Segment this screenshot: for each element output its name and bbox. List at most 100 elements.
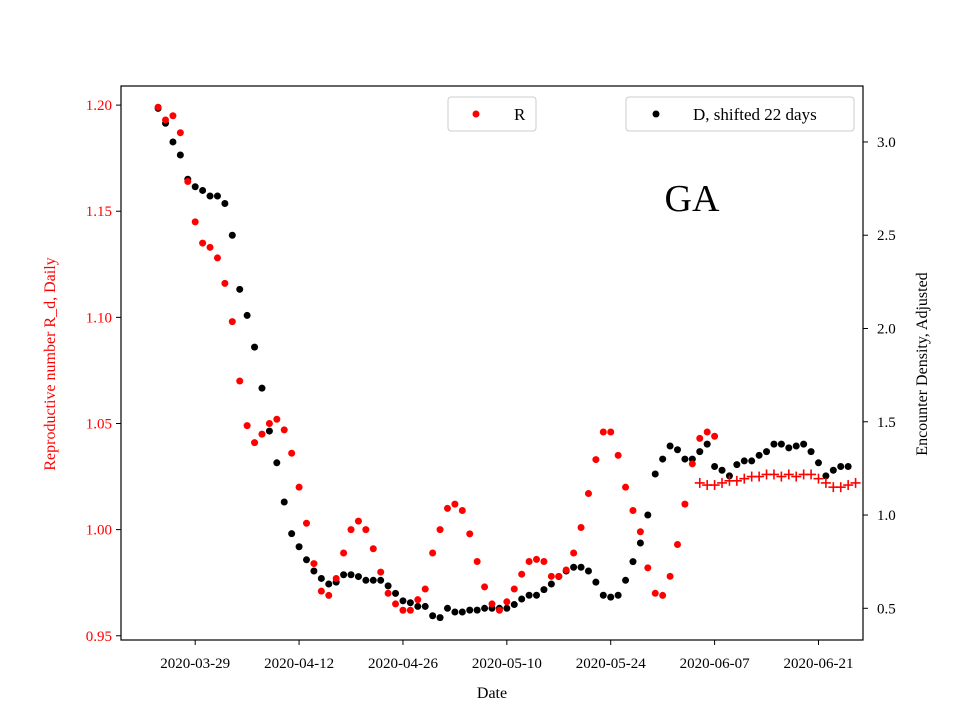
right-tick-label: 0.5 — [877, 601, 896, 617]
r-point — [332, 574, 340, 582]
d-point — [577, 563, 585, 571]
r-projected-point — [754, 471, 765, 482]
d-point — [458, 608, 466, 616]
d-point — [651, 470, 659, 478]
left-tick-label: 0.95 — [86, 629, 112, 645]
r-point — [347, 526, 355, 534]
d-point — [481, 604, 489, 612]
r-point — [251, 439, 259, 447]
d-point — [369, 576, 377, 584]
d-point — [740, 457, 748, 465]
d-point — [711, 463, 719, 471]
d-point — [273, 459, 281, 467]
d-point — [518, 595, 526, 603]
d-point — [607, 593, 615, 601]
r-point — [199, 239, 207, 247]
r-point — [303, 519, 310, 527]
d-point — [748, 457, 756, 465]
d-point — [584, 567, 592, 575]
d-point — [176, 151, 184, 159]
d-point — [325, 580, 333, 588]
d-point — [844, 463, 852, 471]
d-point — [362, 576, 370, 584]
x-tick-label: 2020-03-29 — [160, 656, 230, 672]
x-axis: 2020-03-29 2020-04-12 2020-04-26 2020-05-10… — [160, 640, 853, 672]
r-point — [688, 460, 696, 468]
r-point — [599, 428, 607, 436]
d-point — [288, 530, 296, 538]
d-point — [206, 192, 214, 200]
r-point — [622, 483, 630, 491]
r-point — [696, 434, 704, 442]
r-point — [354, 517, 362, 525]
r-point — [399, 606, 407, 614]
r-projected-point — [717, 477, 728, 488]
d-point — [414, 602, 422, 610]
r-point — [481, 583, 489, 591]
d-point — [421, 602, 429, 610]
r-projected-point — [739, 473, 750, 484]
d-point — [592, 578, 600, 586]
legend-r-label: R — [514, 105, 526, 124]
d-point — [755, 451, 763, 459]
r-projected-point — [694, 477, 705, 488]
right-tick-label: 2.5 — [877, 228, 896, 244]
d-point — [814, 459, 822, 467]
d-point — [703, 440, 711, 448]
r-point — [273, 415, 281, 423]
d-point — [443, 604, 451, 612]
r-point — [236, 377, 244, 385]
d-point — [674, 446, 681, 454]
r-point — [154, 103, 162, 111]
r-point — [362, 526, 370, 534]
r-point — [629, 507, 637, 515]
d-point — [792, 442, 800, 450]
d-point — [243, 311, 251, 319]
d-point — [829, 466, 837, 474]
r-point — [228, 318, 236, 326]
d-point — [228, 231, 236, 239]
r-projected-point — [768, 469, 779, 480]
r-point — [184, 178, 192, 186]
r-point — [681, 500, 689, 508]
legend-d: D, shifted 22 days — [625, 96, 855, 132]
d-point — [303, 556, 310, 564]
r-point — [644, 564, 652, 572]
r-point — [280, 426, 288, 434]
d-point — [533, 591, 541, 599]
right-tick-label: 1.5 — [877, 415, 896, 431]
d-point — [258, 384, 266, 392]
r-point — [607, 428, 615, 436]
r-point — [429, 549, 437, 557]
r-point — [651, 589, 659, 597]
r-point — [510, 585, 518, 593]
r-point — [369, 545, 377, 553]
d-point — [666, 442, 674, 450]
d-point — [473, 606, 481, 614]
d-point — [622, 576, 630, 584]
d-point — [570, 563, 578, 571]
r-point — [191, 218, 199, 226]
left-axis: 0.95 1.00 1.05 1.10 1.15 1.20 — [86, 98, 121, 645]
right-tick-label: 1.0 — [877, 508, 896, 524]
d-point — [614, 591, 622, 599]
r-projected-point — [783, 469, 794, 480]
d-point — [547, 580, 555, 588]
r-point — [377, 568, 385, 576]
right-tick-label: 3.0 — [877, 135, 896, 151]
r-point — [659, 591, 667, 599]
left-tick-label: 1.20 — [86, 98, 112, 114]
d-point — [822, 472, 830, 480]
d-point — [251, 343, 259, 351]
d-point — [317, 574, 325, 582]
r-point — [288, 449, 296, 457]
d-point — [236, 285, 244, 293]
d-point — [436, 614, 444, 622]
d-point — [399, 597, 407, 605]
state-annotation: GA — [665, 178, 720, 220]
d-point — [540, 586, 548, 594]
right-tick-label: 2.0 — [877, 321, 896, 337]
right-axis: 0.5 1.0 1.5 2.0 2.5 3.0 — [863, 135, 896, 617]
r-projected-point — [850, 477, 861, 488]
